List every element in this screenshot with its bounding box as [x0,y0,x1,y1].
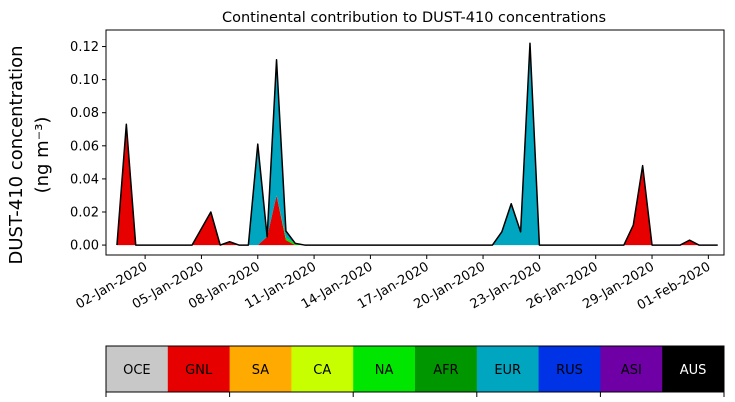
legend-swatch-asi [600,346,663,392]
legend-label-aus: AUS [680,363,707,378]
y-tick-label: 0.02 [70,205,99,220]
legend-swatch-rus [538,346,601,392]
legend-label-na: NA [375,363,394,378]
area-eur [116,43,718,246]
legend-swatch-aus [662,346,725,392]
y-axis-label: DUST-410 concentration [6,45,27,264]
legend-label-afr: AFR [433,363,458,378]
legend-label-asi: ASI [621,363,642,378]
plot-lines [116,42,718,246]
legend-swatch-na [353,346,416,392]
y-tick-label: 0.08 [70,106,99,121]
total-line [116,42,718,246]
legend-swatch-sa [229,346,292,392]
legend-label-gnl: GNL [185,363,213,378]
legend-swatch-oce [106,346,169,392]
chart-title: Continental contribution to DUST-410 con… [222,10,606,26]
area-gnl [116,124,718,246]
y-axis-unit: (ng m⁻³) [32,117,53,194]
legend-label-ca: CA [313,363,331,378]
legend-colorbar: OCE GNL SA CA NA AFR EUR RUS ASI AUS [105,345,725,397]
legend-label-sa: SA [252,363,269,378]
area-aus [116,43,718,246]
legend-swatch-gnl [167,346,231,392]
y-tick-label: 0.12 [70,40,99,55]
legend-swatch-eur [476,346,540,392]
legend-label-rus: RUS [556,363,583,378]
y-tick-label: 0.04 [70,172,99,187]
y-tick-label: 0.10 [70,73,99,88]
plot-areas [116,43,718,246]
plot-frame [105,29,725,256]
legend-frame [105,345,725,393]
legend-label-oce: OCE [123,363,151,378]
y-tick-label: 0.00 [70,239,99,254]
y-tick-label: 0.06 [70,139,99,154]
legend-label-eur: EUR [494,363,521,378]
legend-swatch-ca [291,346,354,392]
y-axis: 0.00 0.02 0.04 0.06 0.08 0.10 0.12 [70,40,106,254]
x-axis: 02-Jan-202005-Jan-202008-Jan-202011-Jan-… [74,255,713,313]
legend-swatch-afr [415,346,478,392]
